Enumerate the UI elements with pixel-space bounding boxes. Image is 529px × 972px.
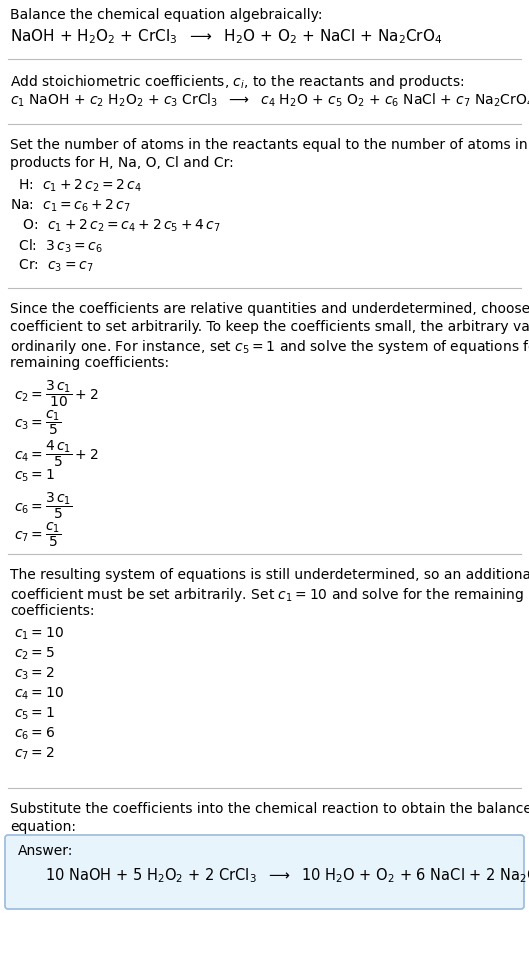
Text: equation:: equation: bbox=[10, 820, 76, 834]
Text: coefficients:: coefficients: bbox=[10, 604, 95, 618]
Text: coefficient to set arbitrarily. To keep the coefficients small, the arbitrary va: coefficient to set arbitrarily. To keep … bbox=[10, 320, 529, 334]
Text: $c_7 = 2$: $c_7 = 2$ bbox=[14, 746, 54, 762]
Text: $c_7 = \dfrac{c_1}{5}$: $c_7 = \dfrac{c_1}{5}$ bbox=[14, 520, 61, 549]
Text: $c_6 = \dfrac{3\,c_1}{5}$: $c_6 = \dfrac{3\,c_1}{5}$ bbox=[14, 490, 72, 521]
Text: $c_6 = 6$: $c_6 = 6$ bbox=[14, 726, 55, 743]
Text: coefficient must be set arbitrarily. Set $c_1 = 10$ and solve for the remaining: coefficient must be set arbitrarily. Set… bbox=[10, 586, 524, 604]
Text: $c_5 = 1$: $c_5 = 1$ bbox=[14, 468, 55, 484]
Text: products for H, Na, O, Cl and Cr:: products for H, Na, O, Cl and Cr: bbox=[10, 156, 234, 170]
Text: Cl:  $3\,c_3 = c_6$: Cl: $3\,c_3 = c_6$ bbox=[14, 238, 103, 256]
Text: Since the coefficients are relative quantities and underdetermined, choose a: Since the coefficients are relative quan… bbox=[10, 302, 529, 316]
Text: Add stoichiometric coefficients, $c_i$, to the reactants and products:: Add stoichiometric coefficients, $c_i$, … bbox=[10, 73, 464, 91]
Text: O:  $c_1 + 2\,c_2 = c_4 + 2\,c_5 + 4\,c_7$: O: $c_1 + 2\,c_2 = c_4 + 2\,c_5 + 4\,c_7… bbox=[14, 218, 221, 234]
Text: $c_3 = 2$: $c_3 = 2$ bbox=[14, 666, 54, 682]
Text: $c_1 = 10$: $c_1 = 10$ bbox=[14, 626, 64, 642]
Text: 10 NaOH + 5 H$_2$O$_2$ + 2 CrCl$_3$  $\longrightarrow$  10 H$_2$O + O$_2$ + 6 Na: 10 NaOH + 5 H$_2$O$_2$ + 2 CrCl$_3$ $\lo… bbox=[45, 866, 529, 885]
Text: $c_4 = 10$: $c_4 = 10$ bbox=[14, 686, 64, 703]
Text: $c_1$ NaOH + $c_2$ H$_2$O$_2$ + $c_3$ CrCl$_3$  $\longrightarrow$  $c_4$ H$_2$O : $c_1$ NaOH + $c_2$ H$_2$O$_2$ + $c_3$ Cr… bbox=[10, 92, 529, 110]
Text: ordinarily one. For instance, set $c_5 = 1$ and solve the system of equations fo: ordinarily one. For instance, set $c_5 =… bbox=[10, 338, 529, 356]
Text: remaining coefficients:: remaining coefficients: bbox=[10, 356, 169, 370]
Text: NaOH + H$_2$O$_2$ + CrCl$_3$  $\longrightarrow$  H$_2$O + O$_2$ + NaCl + Na$_2$C: NaOH + H$_2$O$_2$ + CrCl$_3$ $\longright… bbox=[10, 27, 442, 46]
Text: The resulting system of equations is still underdetermined, so an additional: The resulting system of equations is sti… bbox=[10, 568, 529, 582]
Text: $c_2 = \dfrac{3\,c_1}{10} + 2$: $c_2 = \dfrac{3\,c_1}{10} + 2$ bbox=[14, 378, 99, 409]
Text: H:  $c_1 + 2\,c_2 = 2\,c_4$: H: $c_1 + 2\,c_2 = 2\,c_4$ bbox=[14, 178, 142, 194]
Text: $c_4 = \dfrac{4\,c_1}{5} + 2$: $c_4 = \dfrac{4\,c_1}{5} + 2$ bbox=[14, 438, 99, 469]
Text: $c_2 = 5$: $c_2 = 5$ bbox=[14, 646, 55, 662]
Text: Answer:: Answer: bbox=[18, 844, 74, 858]
Text: Na:  $c_1 = c_6 + 2\,c_7$: Na: $c_1 = c_6 + 2\,c_7$ bbox=[10, 198, 131, 215]
FancyBboxPatch shape bbox=[5, 835, 524, 909]
Text: $c_5 = 1$: $c_5 = 1$ bbox=[14, 706, 55, 722]
Text: Balance the chemical equation algebraically:: Balance the chemical equation algebraica… bbox=[10, 8, 323, 22]
Text: Cr:  $c_3 = c_7$: Cr: $c_3 = c_7$ bbox=[14, 258, 94, 274]
Text: $c_3 = \dfrac{c_1}{5}$: $c_3 = \dfrac{c_1}{5}$ bbox=[14, 408, 61, 436]
Text: Substitute the coefficients into the chemical reaction to obtain the balanced: Substitute the coefficients into the che… bbox=[10, 802, 529, 816]
Text: Set the number of atoms in the reactants equal to the number of atoms in the: Set the number of atoms in the reactants… bbox=[10, 138, 529, 152]
